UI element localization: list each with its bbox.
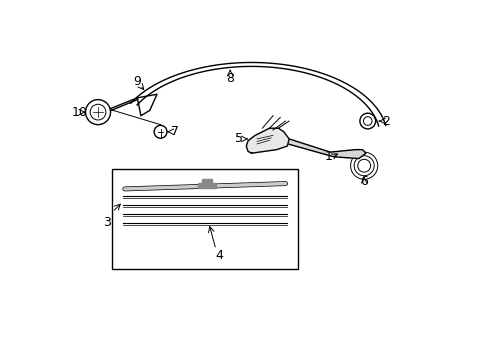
Bar [112, 169, 298, 269]
Text: 2: 2 [381, 114, 389, 127]
Text: 4: 4 [215, 248, 223, 261]
Text: 6: 6 [360, 175, 367, 188]
Text: 9: 9 [133, 75, 141, 88]
Text: 1: 1 [324, 150, 332, 163]
Text: 10: 10 [71, 105, 87, 119]
Text: 7: 7 [170, 125, 179, 138]
Text: 3: 3 [103, 216, 111, 229]
Text: 8: 8 [226, 72, 234, 85]
Polygon shape [201, 179, 212, 184]
Polygon shape [246, 128, 288, 153]
Polygon shape [198, 183, 216, 188]
Text: 5: 5 [235, 132, 243, 145]
Polygon shape [288, 139, 365, 158]
